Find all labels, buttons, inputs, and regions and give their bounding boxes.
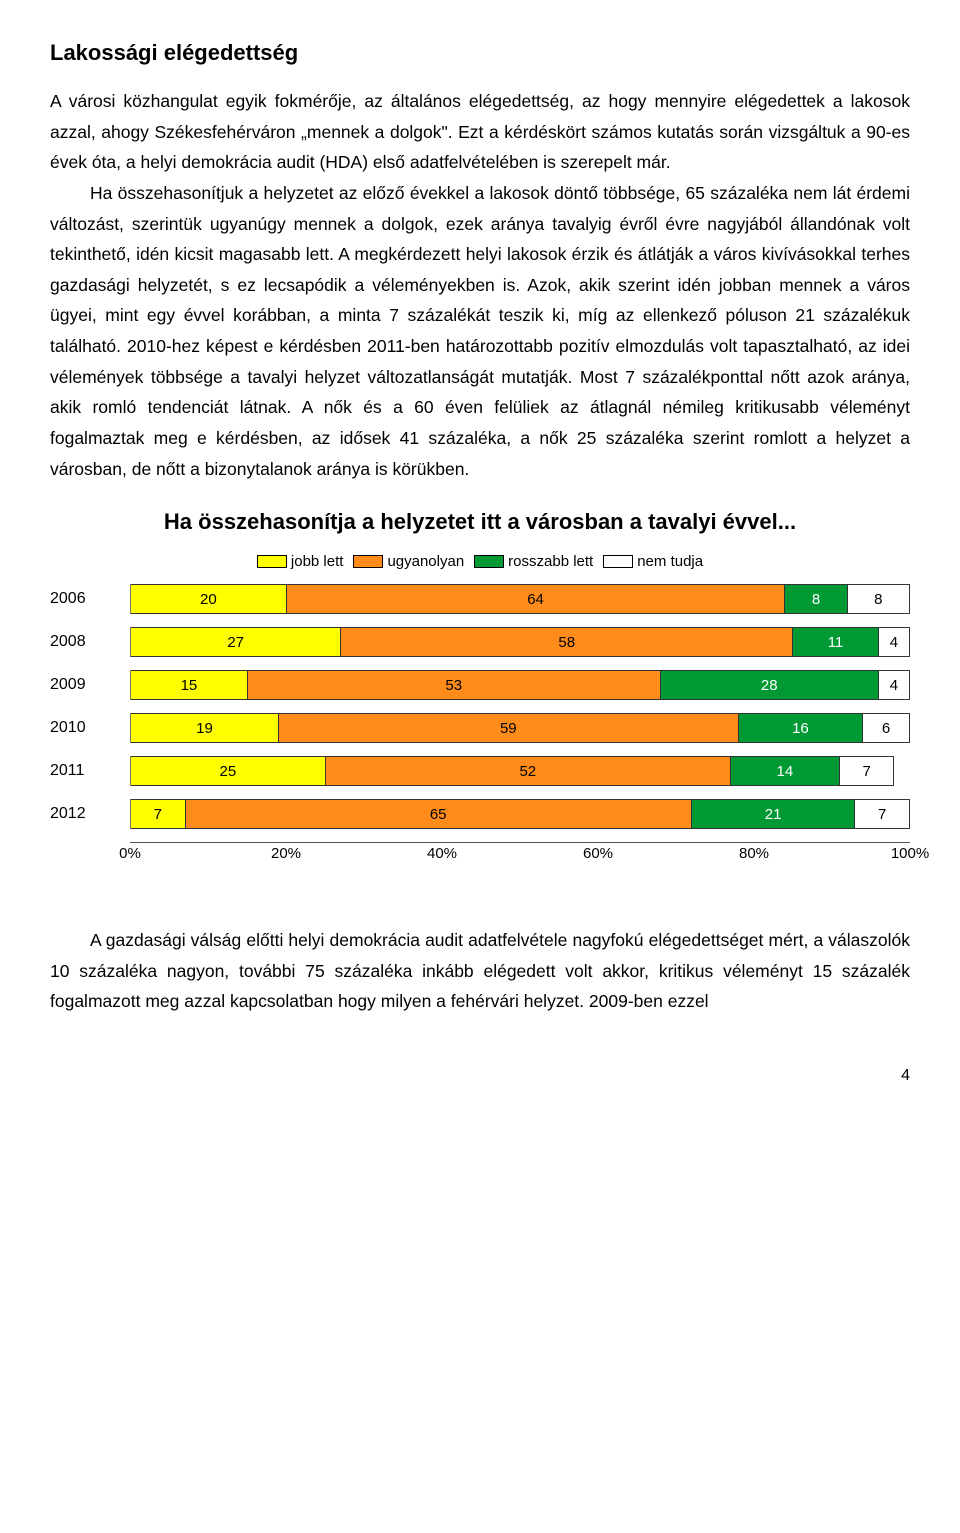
year-label: 2009 (50, 676, 130, 694)
bar-container: 2552147 (130, 756, 910, 786)
bar-container: 2758114 (130, 627, 910, 657)
axis-tick: 0% (119, 845, 141, 862)
chart-row: 20082758114 (50, 627, 910, 657)
chart-row: 2006206488 (50, 584, 910, 614)
legend-item: ugyanolyan (353, 553, 464, 570)
axis-tick: 20% (271, 845, 301, 862)
bar-segment: 4 (879, 670, 910, 700)
bar-segment: 59 (279, 713, 739, 743)
bar-segment: 53 (248, 670, 661, 700)
bar-segment: 7 (840, 756, 895, 786)
legend-label: rosszabb lett (508, 553, 593, 570)
legend-item: rosszabb lett (474, 553, 593, 570)
chart-row: 20101959166 (50, 713, 910, 743)
legend-item: jobb lett (257, 553, 344, 570)
legend-label: jobb lett (291, 553, 344, 570)
bar-container: 206488 (130, 584, 910, 614)
legend-label: ugyanolyan (387, 553, 464, 570)
bar-segment: 65 (186, 799, 692, 829)
paragraph-3: A gazdasági válság előtti helyi demokrác… (50, 925, 910, 1017)
paragraph-2: Ha összehasonítjuk a helyzetet az előző … (50, 178, 910, 484)
bar-segment: 14 (731, 756, 840, 786)
bar-segment: 21 (692, 799, 856, 829)
chart-title: Ha összehasonítja a helyzetet itt a váro… (50, 509, 910, 535)
bar-segment: 19 (131, 713, 279, 743)
year-label: 2011 (50, 762, 130, 780)
page-number: 4 (50, 1067, 910, 1085)
stacked-bar-chart: 2006206488200827581142009155328420101959… (50, 584, 910, 829)
chart-x-axis: 0%20%40%60%80%100% (50, 842, 910, 865)
year-label: 2010 (50, 719, 130, 737)
year-label: 2008 (50, 633, 130, 651)
bar-segment: 15 (131, 670, 248, 700)
bar-container: 765217 (130, 799, 910, 829)
bar-segment: 8 (785, 584, 847, 614)
bar-segment: 25 (131, 756, 326, 786)
bar-segment: 4 (879, 627, 910, 657)
bar-segment: 64 (287, 584, 786, 614)
bar-segment: 8 (848, 584, 910, 614)
bar-container: 1959166 (130, 713, 910, 743)
bar-segment: 11 (793, 627, 879, 657)
bar-segment: 20 (131, 584, 287, 614)
bar-segment: 16 (739, 713, 864, 743)
chart-row: 20112552147 (50, 756, 910, 786)
bar-segment: 28 (661, 670, 879, 700)
legend-swatch (474, 555, 504, 568)
axis-tick: 40% (427, 845, 457, 862)
bar-segment: 7 (855, 799, 910, 829)
year-label: 2006 (50, 590, 130, 608)
legend-label: nem tudja (637, 553, 703, 570)
legend-swatch (353, 555, 383, 568)
axis-tick: 80% (739, 845, 769, 862)
bar-segment: 27 (131, 627, 341, 657)
year-label: 2012 (50, 805, 130, 823)
legend-item: nem tudja (603, 553, 703, 570)
bar-segment: 52 (326, 756, 731, 786)
bar-segment: 58 (341, 627, 793, 657)
bar-segment: 6 (863, 713, 910, 743)
chart-row: 2012765217 (50, 799, 910, 829)
section-heading: Lakossági elégedettség (50, 40, 910, 66)
axis-tick: 100% (891, 845, 929, 862)
legend-swatch (603, 555, 633, 568)
chart-row: 20091553284 (50, 670, 910, 700)
bar-segment: 7 (131, 799, 186, 829)
chart-legend: jobb lett ugyanolyan rosszabb lett nem tudj… (50, 553, 910, 570)
legend-swatch (257, 555, 287, 568)
paragraph-1: A városi közhangulat egyik fokmérője, az… (50, 86, 910, 178)
axis-tick: 60% (583, 845, 613, 862)
bar-container: 1553284 (130, 670, 910, 700)
